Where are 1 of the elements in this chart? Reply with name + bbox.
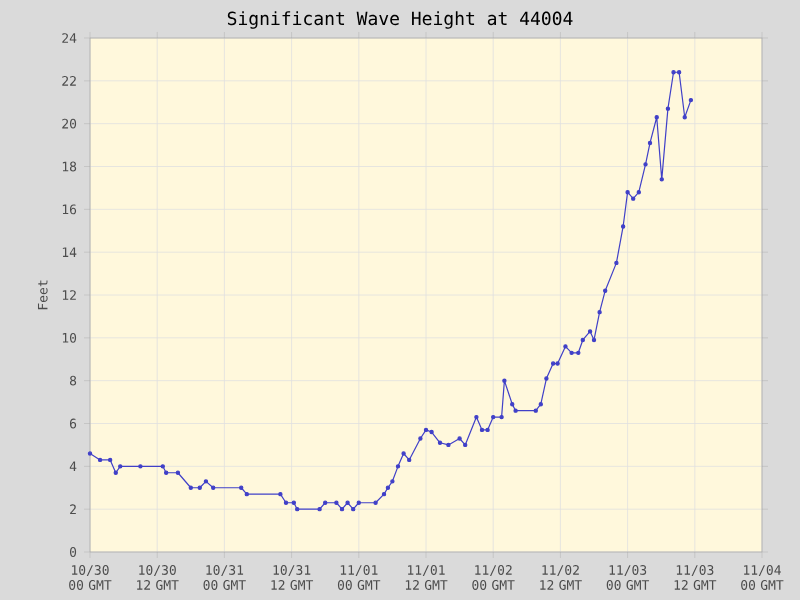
chart-title: Significant Wave Height at 44004 (227, 11, 573, 29)
